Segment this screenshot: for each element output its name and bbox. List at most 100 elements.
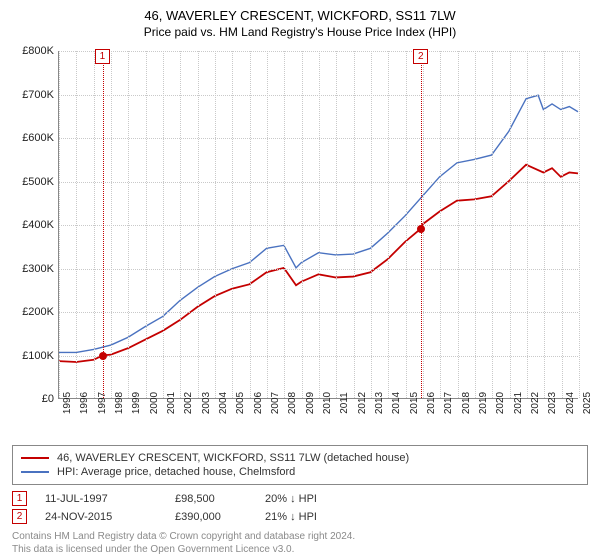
ref-date: 11-JUL-1997 xyxy=(45,493,175,505)
ref-pct-vs-hpi: 20% ↓ HPI xyxy=(265,493,385,505)
y-axis-tick-label: £600K xyxy=(12,132,54,144)
x-axis-tick-label: 2011 xyxy=(339,392,350,414)
x-gridline xyxy=(406,51,407,398)
x-axis-tick-label: 2023 xyxy=(547,392,558,414)
x-gridline xyxy=(128,51,129,398)
x-axis-tick-label: 2022 xyxy=(530,392,541,414)
ref-vline xyxy=(103,51,104,398)
x-gridline xyxy=(76,51,77,398)
x-gridline xyxy=(111,51,112,398)
x-axis-tick-label: 2007 xyxy=(270,392,281,414)
x-gridline xyxy=(440,51,441,398)
x-gridline xyxy=(562,51,563,398)
legend-row: 46, WAVERLEY CRESCENT, WICKFORD, SS11 7L… xyxy=(21,452,579,464)
x-gridline xyxy=(336,51,337,398)
x-axis-tick-label: 2012 xyxy=(357,392,368,414)
legend-swatch xyxy=(21,457,49,459)
plot-region xyxy=(58,51,578,399)
page-subtitle: Price paid vs. HM Land Registry's House … xyxy=(12,25,588,39)
x-axis-tick-label: 2024 xyxy=(565,392,576,414)
x-gridline xyxy=(284,51,285,398)
x-axis-tick-label: 2001 xyxy=(166,392,177,414)
chart-area: £0 £100K £200K £300K £400K £500K £600K £700K £80… xyxy=(12,45,588,437)
ref-price: £390,000 xyxy=(175,511,265,523)
x-gridline xyxy=(215,51,216,398)
ref-number-box: 1 xyxy=(12,491,27,506)
x-axis-tick-label: 1998 xyxy=(114,392,125,414)
x-gridline xyxy=(146,51,147,398)
x-gridline xyxy=(371,51,372,398)
x-gridline xyxy=(510,51,511,398)
x-axis-tick-label: 2017 xyxy=(443,392,454,414)
ref-price: £98,500 xyxy=(175,493,265,505)
x-axis-tick-label: 1996 xyxy=(79,392,90,414)
x-gridline xyxy=(198,51,199,398)
x-gridline xyxy=(579,51,580,398)
x-gridline xyxy=(94,51,95,398)
y-axis-tick-label: £0 xyxy=(12,393,54,405)
ref-pct-vs-hpi: 21% ↓ HPI xyxy=(265,511,385,523)
x-axis-tick-label: 2015 xyxy=(409,392,420,414)
ref-date: 24-NOV-2015 xyxy=(45,511,175,523)
x-gridline xyxy=(302,51,303,398)
x-axis-tick-label: 2019 xyxy=(478,392,489,414)
legend-label: 46, WAVERLEY CRESCENT, WICKFORD, SS11 7L… xyxy=(57,452,409,464)
attribution-footer: Contains HM Land Registry data © Crown c… xyxy=(12,530,588,556)
x-gridline xyxy=(458,51,459,398)
y-axis-tick-label: £700K xyxy=(12,89,54,101)
x-gridline xyxy=(354,51,355,398)
x-gridline xyxy=(527,51,528,398)
x-gridline xyxy=(388,51,389,398)
y-axis-tick-label: £400K xyxy=(12,219,54,231)
x-gridline xyxy=(232,51,233,398)
page-title: 46, WAVERLEY CRESCENT, WICKFORD, SS11 7L… xyxy=(12,8,588,23)
x-axis-tick-label: 1995 xyxy=(62,392,73,414)
y-axis-tick-label: £300K xyxy=(12,263,54,275)
sale-reference-table: 1 11-JUL-1997£98,50020% ↓ HPI 2 24-NOV-2015… xyxy=(12,491,588,524)
x-axis-tick-label: 2003 xyxy=(201,392,212,414)
x-gridline xyxy=(59,51,60,398)
ref-number-box: 2 xyxy=(12,509,27,524)
legend-swatch xyxy=(21,471,49,473)
x-axis-tick-label: 2016 xyxy=(426,392,437,414)
x-axis-tick-label: 2009 xyxy=(305,392,316,414)
sale-point-dot xyxy=(99,352,107,360)
y-axis-tick-label: £200K xyxy=(12,306,54,318)
x-axis-tick-label: 2020 xyxy=(495,392,506,414)
x-axis-tick-label: 2025 xyxy=(582,392,593,414)
x-axis-tick-label: 2000 xyxy=(149,392,160,414)
sale-ref-row: 2 24-NOV-2015£390,00021% ↓ HPI xyxy=(12,509,588,524)
x-gridline xyxy=(267,51,268,398)
y-axis-tick-label: £800K xyxy=(12,45,54,57)
x-axis-tick-label: 2018 xyxy=(461,392,472,414)
x-gridline xyxy=(492,51,493,398)
sale-ref-row: 1 11-JUL-1997£98,50020% ↓ HPI xyxy=(12,491,588,506)
x-axis-tick-label: 1999 xyxy=(131,392,142,414)
sale-point-dot xyxy=(417,225,425,233)
x-axis-tick-label: 2005 xyxy=(235,392,246,414)
x-gridline xyxy=(180,51,181,398)
x-axis-tick-label: 2008 xyxy=(287,392,298,414)
x-gridline xyxy=(319,51,320,398)
x-axis-tick-label: 2013 xyxy=(374,392,385,414)
footer-line: Contains HM Land Registry data © Crown c… xyxy=(12,531,355,542)
ref-marker-box: 1 xyxy=(95,49,110,64)
y-axis-tick-label: £500K xyxy=(12,176,54,188)
x-axis-tick-label: 2014 xyxy=(391,392,402,414)
x-axis-tick-label: 1997 xyxy=(97,392,108,414)
x-axis-tick-label: 2002 xyxy=(183,392,194,414)
x-axis-tick-label: 2010 xyxy=(322,392,333,414)
x-gridline xyxy=(250,51,251,398)
ref-marker-box: 2 xyxy=(413,49,428,64)
x-axis-tick-label: 2004 xyxy=(218,392,229,414)
y-axis-tick-label: £100K xyxy=(12,350,54,362)
legend-label: HPI: Average price, detached house, Chel… xyxy=(57,466,295,478)
x-gridline xyxy=(423,51,424,398)
chart-legend: 46, WAVERLEY CRESCENT, WICKFORD, SS11 7L… xyxy=(12,445,588,485)
x-gridline xyxy=(475,51,476,398)
legend-row: HPI: Average price, detached house, Chel… xyxy=(21,466,579,478)
x-gridline xyxy=(163,51,164,398)
x-gridline xyxy=(544,51,545,398)
x-axis-tick-label: 2006 xyxy=(253,392,264,414)
x-axis-tick-label: 2021 xyxy=(513,392,524,414)
